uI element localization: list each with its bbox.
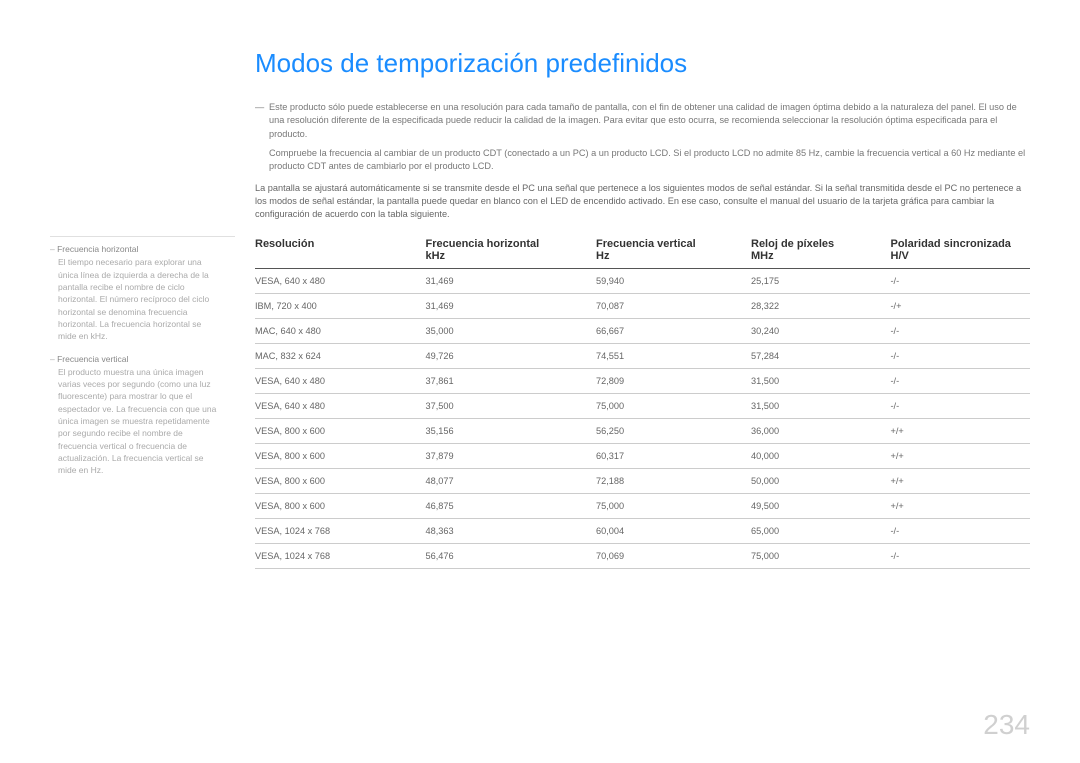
table-cell: VESA, 1024 x 768 [255,518,426,543]
table-cell: 25,175 [751,268,891,293]
table-cell: 65,000 [751,518,891,543]
note-item: ― Este producto sólo puede establecerse … [255,101,1030,141]
table-cell: 31,500 [751,368,891,393]
table-cell: -/- [891,343,1031,368]
sidebar-desc: El producto muestra una única imagen var… [50,366,217,477]
main-content: ― Este producto sólo puede establecerse … [255,101,1030,569]
table-cell: VESA, 640 x 480 [255,393,426,418]
table-header-cell: Resolución [255,232,426,269]
table-cell: VESA, 1024 x 768 [255,543,426,568]
table-header-cell: Frecuencia verticalHz [596,232,751,269]
table-row: VESA, 640 x 48037,50075,00031,500-/- [255,393,1030,418]
table-cell: -/- [891,368,1031,393]
table-row: VESA, 640 x 48031,46959,94025,175-/- [255,268,1030,293]
table-cell: 35,156 [426,418,597,443]
table-cell: +/+ [891,493,1031,518]
content-wrapper: – Frecuencia horizontal El tiempo necesa… [50,101,1030,569]
table-cell: 28,322 [751,293,891,318]
table-cell: VESA, 640 x 480 [255,368,426,393]
table-cell: 49,500 [751,493,891,518]
table-row: VESA, 1024 x 76848,36360,00465,000-/- [255,518,1030,543]
table-row: MAC, 832 x 62449,72674,55157,284-/- [255,343,1030,368]
table-row: IBM, 720 x 40031,46970,08728,322-/+ [255,293,1030,318]
table-cell: VESA, 800 x 600 [255,418,426,443]
table-cell: 74,551 [596,343,751,368]
table-header-cell: Polaridad sincronizadaH/V [891,232,1031,269]
table-cell: 75,000 [751,543,891,568]
table-cell: 37,861 [426,368,597,393]
table-cell: VESA, 800 x 600 [255,443,426,468]
table-cell: 46,875 [426,493,597,518]
note-text: Compruebe la frecuencia al cambiar de un… [269,147,1030,174]
table-cell: 72,188 [596,468,751,493]
table-row: VESA, 800 x 60048,07772,18850,000+/+ [255,468,1030,493]
table-cell: 75,000 [596,393,751,418]
table-cell: +/+ [891,468,1031,493]
note-dash-icon [255,147,269,174]
table-cell: 35,000 [426,318,597,343]
table-cell: -/- [891,543,1031,568]
table-cell: 31,469 [426,268,597,293]
table-cell: 31,500 [751,393,891,418]
table-cell: VESA, 640 x 480 [255,268,426,293]
note-item: Compruebe la frecuencia al cambiar de un… [255,147,1030,174]
table-body: VESA, 640 x 48031,46959,94025,175-/-IBM,… [255,268,1030,568]
table-cell: 70,087 [596,293,751,318]
table-cell: +/+ [891,418,1031,443]
table-cell: 60,317 [596,443,751,468]
sidebar-term: Frecuencia vertical [57,354,128,364]
page-number: 234 [983,709,1030,741]
table-cell: 72,809 [596,368,751,393]
table-cell: -/- [891,318,1031,343]
table-row: VESA, 800 x 60037,87960,31740,000+/+ [255,443,1030,468]
table-cell: -/- [891,518,1031,543]
table-header-cell: Frecuencia horizontalkHz [426,232,597,269]
table-cell: 56,250 [596,418,751,443]
table-cell: -/- [891,393,1031,418]
table-cell: 37,879 [426,443,597,468]
table-cell: IBM, 720 x 400 [255,293,426,318]
table-header-cell: Reloj de píxelesMHz [751,232,891,269]
table-cell: -/- [891,268,1031,293]
table-cell: 56,476 [426,543,597,568]
sidebar-desc: El tiempo necesario para explorar una ún… [50,256,217,342]
table-cell: 48,077 [426,468,597,493]
table-cell: 59,940 [596,268,751,293]
table-cell: 57,284 [751,343,891,368]
table-cell: 30,240 [751,318,891,343]
table-cell: VESA, 800 x 600 [255,493,426,518]
table-cell: MAC, 832 x 624 [255,343,426,368]
table-cell: 31,469 [426,293,597,318]
table-cell: 37,500 [426,393,597,418]
note-text: Este producto sólo puede establecerse en… [269,101,1030,141]
table-cell: 40,000 [751,443,891,468]
table-cell: MAC, 640 x 480 [255,318,426,343]
table-cell: -/+ [891,293,1031,318]
top-notes: ― Este producto sólo puede establecerse … [255,101,1030,174]
table-cell: 48,363 [426,518,597,543]
table-cell: 66,667 [596,318,751,343]
timing-modes-table: ResoluciónFrecuencia horizontalkHzFrecue… [255,232,1030,569]
table-header: ResoluciónFrecuencia horizontalkHzFrecue… [255,232,1030,269]
sidebar-item: – Frecuencia vertical El producto muestr… [50,353,217,477]
sidebar-term: Frecuencia horizontal [57,244,138,254]
table-cell: +/+ [891,443,1031,468]
table-cell: 70,069 [596,543,751,568]
table-row: VESA, 800 x 60035,15656,25036,000+/+ [255,418,1030,443]
table-cell: VESA, 800 x 600 [255,468,426,493]
table-cell: 50,000 [751,468,891,493]
page-title: Modos de temporización predefinidos [255,48,1030,79]
table-row: VESA, 1024 x 76856,47670,06975,000-/- [255,543,1030,568]
table-row: MAC, 640 x 48035,00066,66730,240-/- [255,318,1030,343]
table-cell: 36,000 [751,418,891,443]
table-cell: 60,004 [596,518,751,543]
table-row: VESA, 800 x 60046,87575,00049,500+/+ [255,493,1030,518]
table-cell: 49,726 [426,343,597,368]
table-row: VESA, 640 x 48037,86172,80931,500-/- [255,368,1030,393]
intro-paragraph: La pantalla se ajustará automáticamente … [255,182,1030,222]
sidebar-notes: – Frecuencia horizontal El tiempo necesa… [50,236,235,569]
table-cell: 75,000 [596,493,751,518]
note-dash-icon: ― [255,101,269,141]
sidebar-item: – Frecuencia horizontal El tiempo necesa… [50,243,217,343]
